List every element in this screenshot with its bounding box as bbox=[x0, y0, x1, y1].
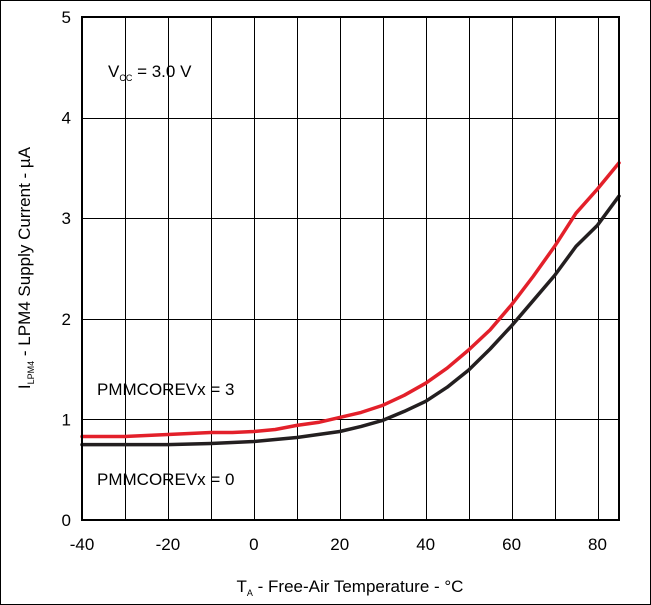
series-line-1 bbox=[80, 194, 621, 447]
x-tick-labels: -40 -20 0 20 40 60 80 bbox=[70, 535, 607, 554]
x-tick-label: -40 bbox=[70, 535, 95, 554]
y-tick-label: 2 bbox=[62, 310, 71, 329]
series-line-0 bbox=[80, 161, 621, 439]
y-tick-label: 0 bbox=[62, 511, 71, 530]
y-tick-label: 3 bbox=[62, 209, 71, 228]
x-tick-label: 80 bbox=[588, 535, 607, 554]
x-axis-title: TA - Free-Air Temperature - °C bbox=[237, 577, 464, 598]
plot-area bbox=[82, 17, 619, 520]
y-tick-label: 5 bbox=[62, 8, 71, 27]
x-tick-label: 0 bbox=[249, 535, 258, 554]
y-axis-title: ILPM4 - LPM4 Supply Current - µA bbox=[15, 146, 36, 389]
x-tick-label: 60 bbox=[502, 535, 521, 554]
series-group bbox=[80, 161, 621, 447]
plot-border bbox=[81, 16, 620, 521]
grid bbox=[82, 17, 619, 520]
x-tick-label: 20 bbox=[330, 535, 349, 554]
vcc-annotation: VCC = 3.0 V bbox=[108, 62, 192, 83]
x-tick-label: -20 bbox=[156, 535, 181, 554]
series-label-pmmcorevx-3: PMMCOREVx = 3 bbox=[97, 380, 234, 399]
y-tick-labels: 0 1 2 3 4 5 bbox=[62, 8, 71, 530]
y-tick-label: 1 bbox=[62, 410, 71, 429]
y-tick-label: 4 bbox=[62, 109, 71, 128]
series-label-pmmcorevx-0: PMMCOREVx = 0 bbox=[97, 470, 234, 489]
x-tick-label: 40 bbox=[416, 535, 435, 554]
